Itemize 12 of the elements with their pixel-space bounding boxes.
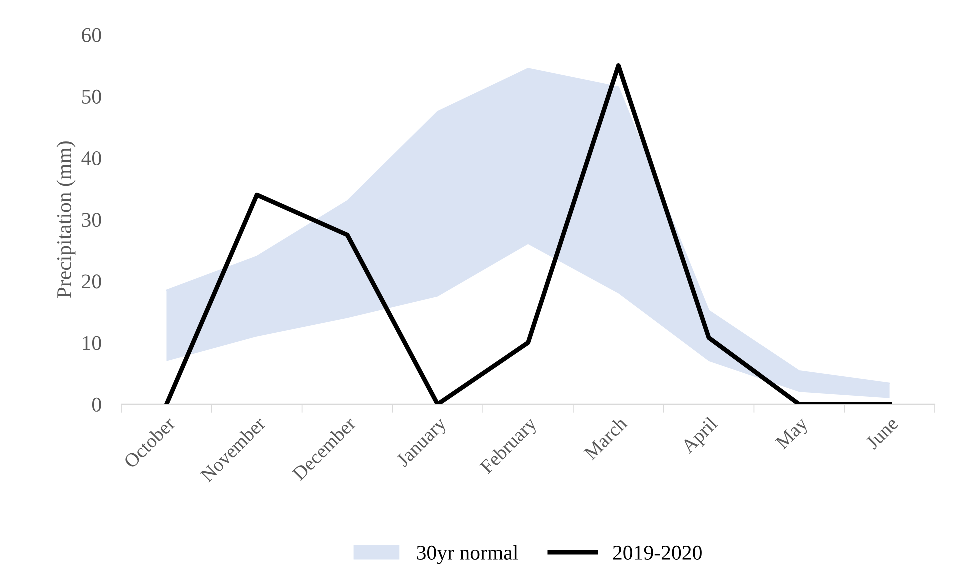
- y-tick-label: 10: [83, 336, 102, 350]
- y-tick-label: 30: [82, 213, 102, 228]
- y-tick-label: 20: [82, 274, 102, 289]
- y-axis-title: Precipitation (mm): [56, 142, 76, 298]
- y-tick-label: 0: [92, 398, 102, 412]
- legend-label: 30yr normal: [417, 545, 518, 564]
- y-tick-label: 40: [82, 151, 102, 166]
- legend-label: 2019-2020: [613, 546, 702, 560]
- y-tick-label: 50: [82, 90, 102, 104]
- y-tick-label: 60: [82, 28, 102, 42]
- x-tick-label: May: [775, 416, 812, 453]
- x-tick-label: June: [865, 416, 899, 450]
